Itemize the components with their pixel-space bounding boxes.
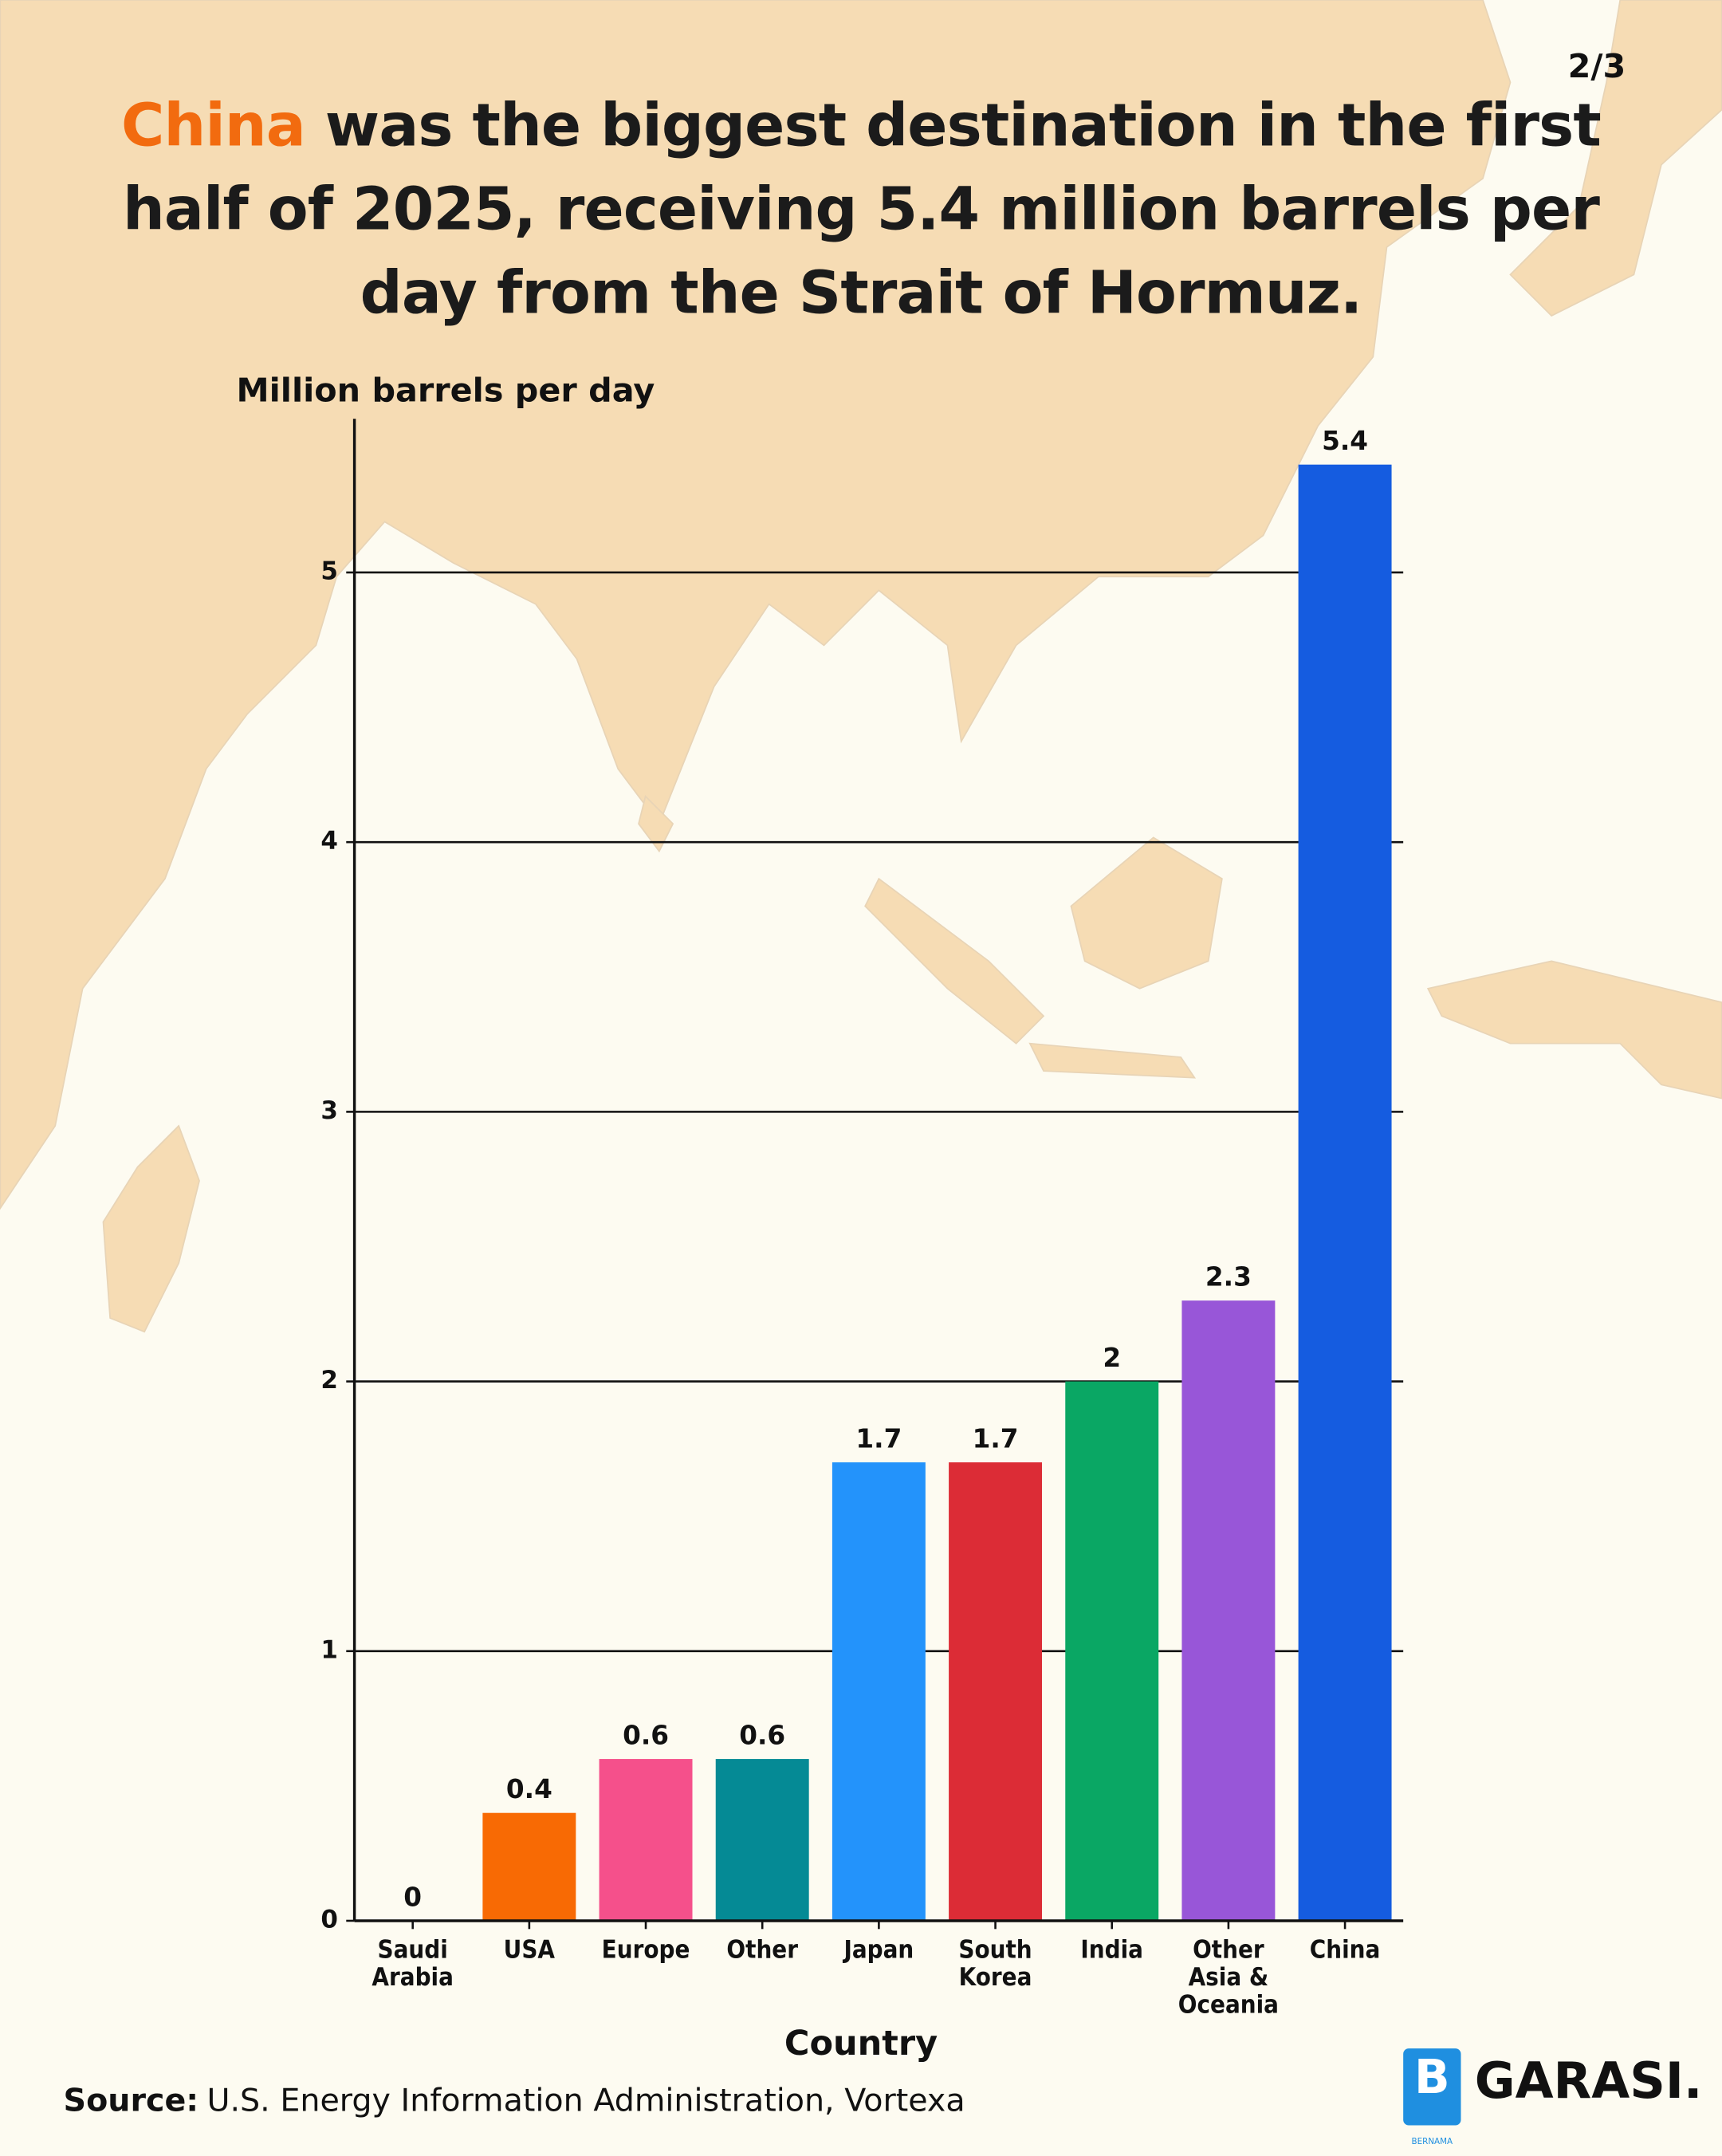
x-tick-label-box: India xyxy=(1080,1937,1143,1965)
x-tick-label-box: Other xyxy=(726,1937,798,1965)
x-tick-label: USA xyxy=(503,1937,556,1965)
x-tick-label: Japan xyxy=(843,1937,914,1965)
brand: GARASI. xyxy=(1475,2052,1703,2110)
bar xyxy=(1065,1381,1159,1921)
map-background xyxy=(0,0,1722,1333)
x-axis-label: Country xyxy=(784,2024,938,2064)
bar xyxy=(949,1462,1043,1921)
x-tick-label-box: South Korea xyxy=(958,1937,1032,1993)
x-tick-label: South Korea xyxy=(958,1937,1032,1993)
brand-logo-mark: B xyxy=(1414,2050,1450,2104)
x-tick-label: Europe xyxy=(601,1937,690,1965)
bar xyxy=(715,1759,809,1921)
title-highlight: China xyxy=(121,92,306,161)
x-tick-label: China xyxy=(1309,1937,1381,1965)
source-label: Source: xyxy=(64,2082,199,2119)
bar xyxy=(482,1812,576,1921)
bar xyxy=(1181,1300,1276,1921)
x-tick-label: India xyxy=(1080,1937,1143,1965)
x-tick-label-box: Saudi Arabia xyxy=(372,1937,454,1993)
bar xyxy=(1298,464,1392,1921)
y-tick-label: 0 xyxy=(320,1905,338,1934)
x-tick-label-box: China xyxy=(1309,1937,1381,1965)
chart-title: China was the biggest destination in the… xyxy=(110,85,1612,336)
x-tick-label: Saudi Arabia xyxy=(372,1937,454,1993)
value-label: 5.4 xyxy=(1322,426,1368,456)
source-text: U.S. Energy Information Administration, … xyxy=(206,2082,965,2119)
y-tick-label: 4 xyxy=(320,827,338,856)
y-tick-label: 1 xyxy=(320,1635,338,1664)
value-label: 0.6 xyxy=(623,1721,669,1751)
value-label: 0.4 xyxy=(506,1774,552,1804)
y-axis-label: Million barrels per day xyxy=(237,371,655,409)
source: Source: U.S. Energy Information Administr… xyxy=(64,2082,965,2119)
y-tick-label: 3 xyxy=(320,1096,338,1125)
x-tick-label: Other Asia & Oceania xyxy=(1177,1937,1279,2020)
brand-sub: BERNAMA xyxy=(1412,2137,1453,2146)
value-label: 2.3 xyxy=(1205,1262,1252,1292)
title-box: China was the biggest destination in the… xyxy=(110,85,1612,336)
title-text: was the biggest destination in the first… xyxy=(123,92,1602,329)
value-label: 0 xyxy=(403,1882,422,1912)
page-indicator: 2/3 xyxy=(1568,47,1626,85)
bar xyxy=(832,1462,926,1921)
brand-logo xyxy=(1403,2048,1461,2126)
y-tick-label: 5 xyxy=(320,557,338,585)
bar xyxy=(599,1759,693,1921)
x-tick-label: Other xyxy=(726,1937,798,1965)
value-label: 1.7 xyxy=(855,1423,902,1454)
value-label: 1.7 xyxy=(973,1423,1019,1454)
x-tick-label-box: Japan xyxy=(843,1937,914,1965)
x-tick-label-box: USA xyxy=(503,1937,556,1965)
value-label: 2 xyxy=(1103,1343,1121,1373)
x-tick-label-box: Europe xyxy=(601,1937,690,1965)
value-label: 0.6 xyxy=(739,1721,785,1751)
x-tick-label-box: Other Asia & Oceania xyxy=(1177,1937,1279,2020)
y-tick-label: 2 xyxy=(320,1366,338,1395)
